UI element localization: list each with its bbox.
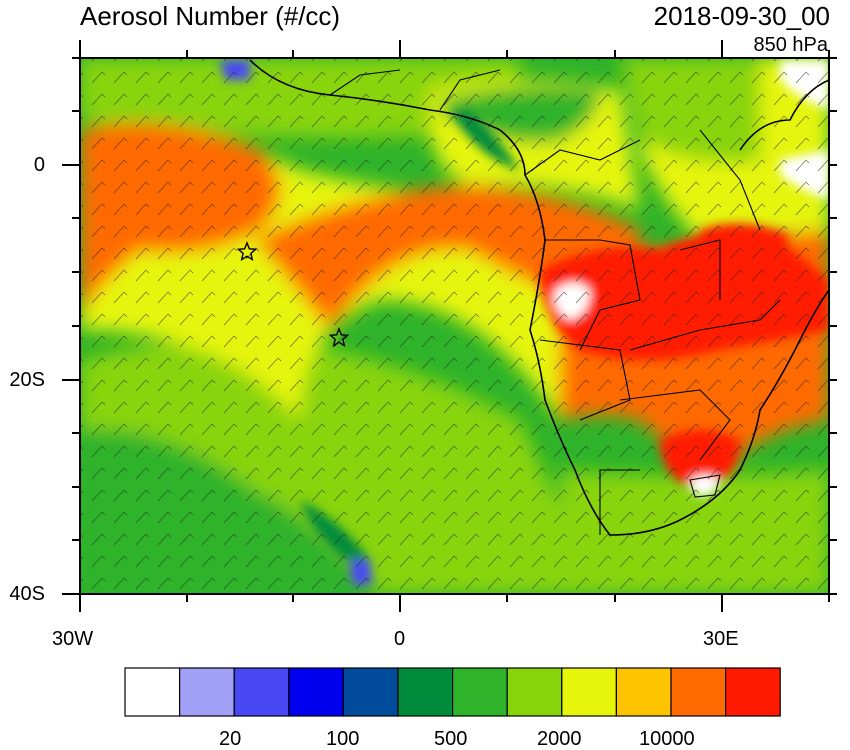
colorbar-swatch-5	[397, 667, 454, 717]
lat-label-40s: 40S	[9, 583, 45, 605]
borders	[329, 69, 781, 535]
colorbar-swatch-7	[506, 667, 563, 717]
colorbar	[124, 667, 781, 717]
lat-label-0: 0	[33, 154, 45, 176]
colorbar-label-500: 500	[434, 728, 468, 750]
colorbar-swatch-6	[452, 667, 508, 717]
colorbar-swatch-0	[124, 667, 181, 717]
coast-west-africa	[249, 59, 829, 536]
coast-east-africa	[739, 79, 829, 151]
colorbar-swatch-4	[342, 667, 399, 717]
aerosol-field	[80, 58, 829, 594]
colorbar-swatch-9	[615, 667, 672, 717]
colorbar-label-10000: 10000	[639, 728, 695, 750]
valid-time: 2018-09-30_00	[653, 1, 830, 31]
lon-label-30e: 30E	[703, 628, 739, 650]
map-title: Aerosol Number (#/cc)	[80, 1, 341, 31]
star-markers	[236, 241, 350, 347]
axis-ticks	[62, 40, 837, 612]
colorbar-swatch-11	[724, 667, 781, 717]
wind-barbs	[80, 58, 829, 594]
pressure-level: 850 hPa	[753, 34, 828, 56]
colorbar-label-2000: 2000	[537, 728, 582, 750]
colorbar-swatch-8	[561, 667, 617, 717]
lon-label-30w: 30W	[52, 628, 94, 650]
lon-label-0: 0	[394, 628, 406, 650]
lat-label-20s: 20S	[9, 369, 45, 391]
colorbar-label-100: 100	[326, 728, 360, 750]
star-marker-2	[328, 327, 350, 347]
colorbar-swatch-10	[670, 667, 727, 717]
colorbar-swatch-2	[233, 667, 290, 717]
colorbar-swatch-3	[288, 667, 344, 717]
star-marker-1	[236, 241, 258, 261]
colorbar-label-20: 20	[219, 728, 242, 750]
colorbar-swatch-1	[179, 667, 235, 717]
coastlines	[249, 59, 829, 536]
